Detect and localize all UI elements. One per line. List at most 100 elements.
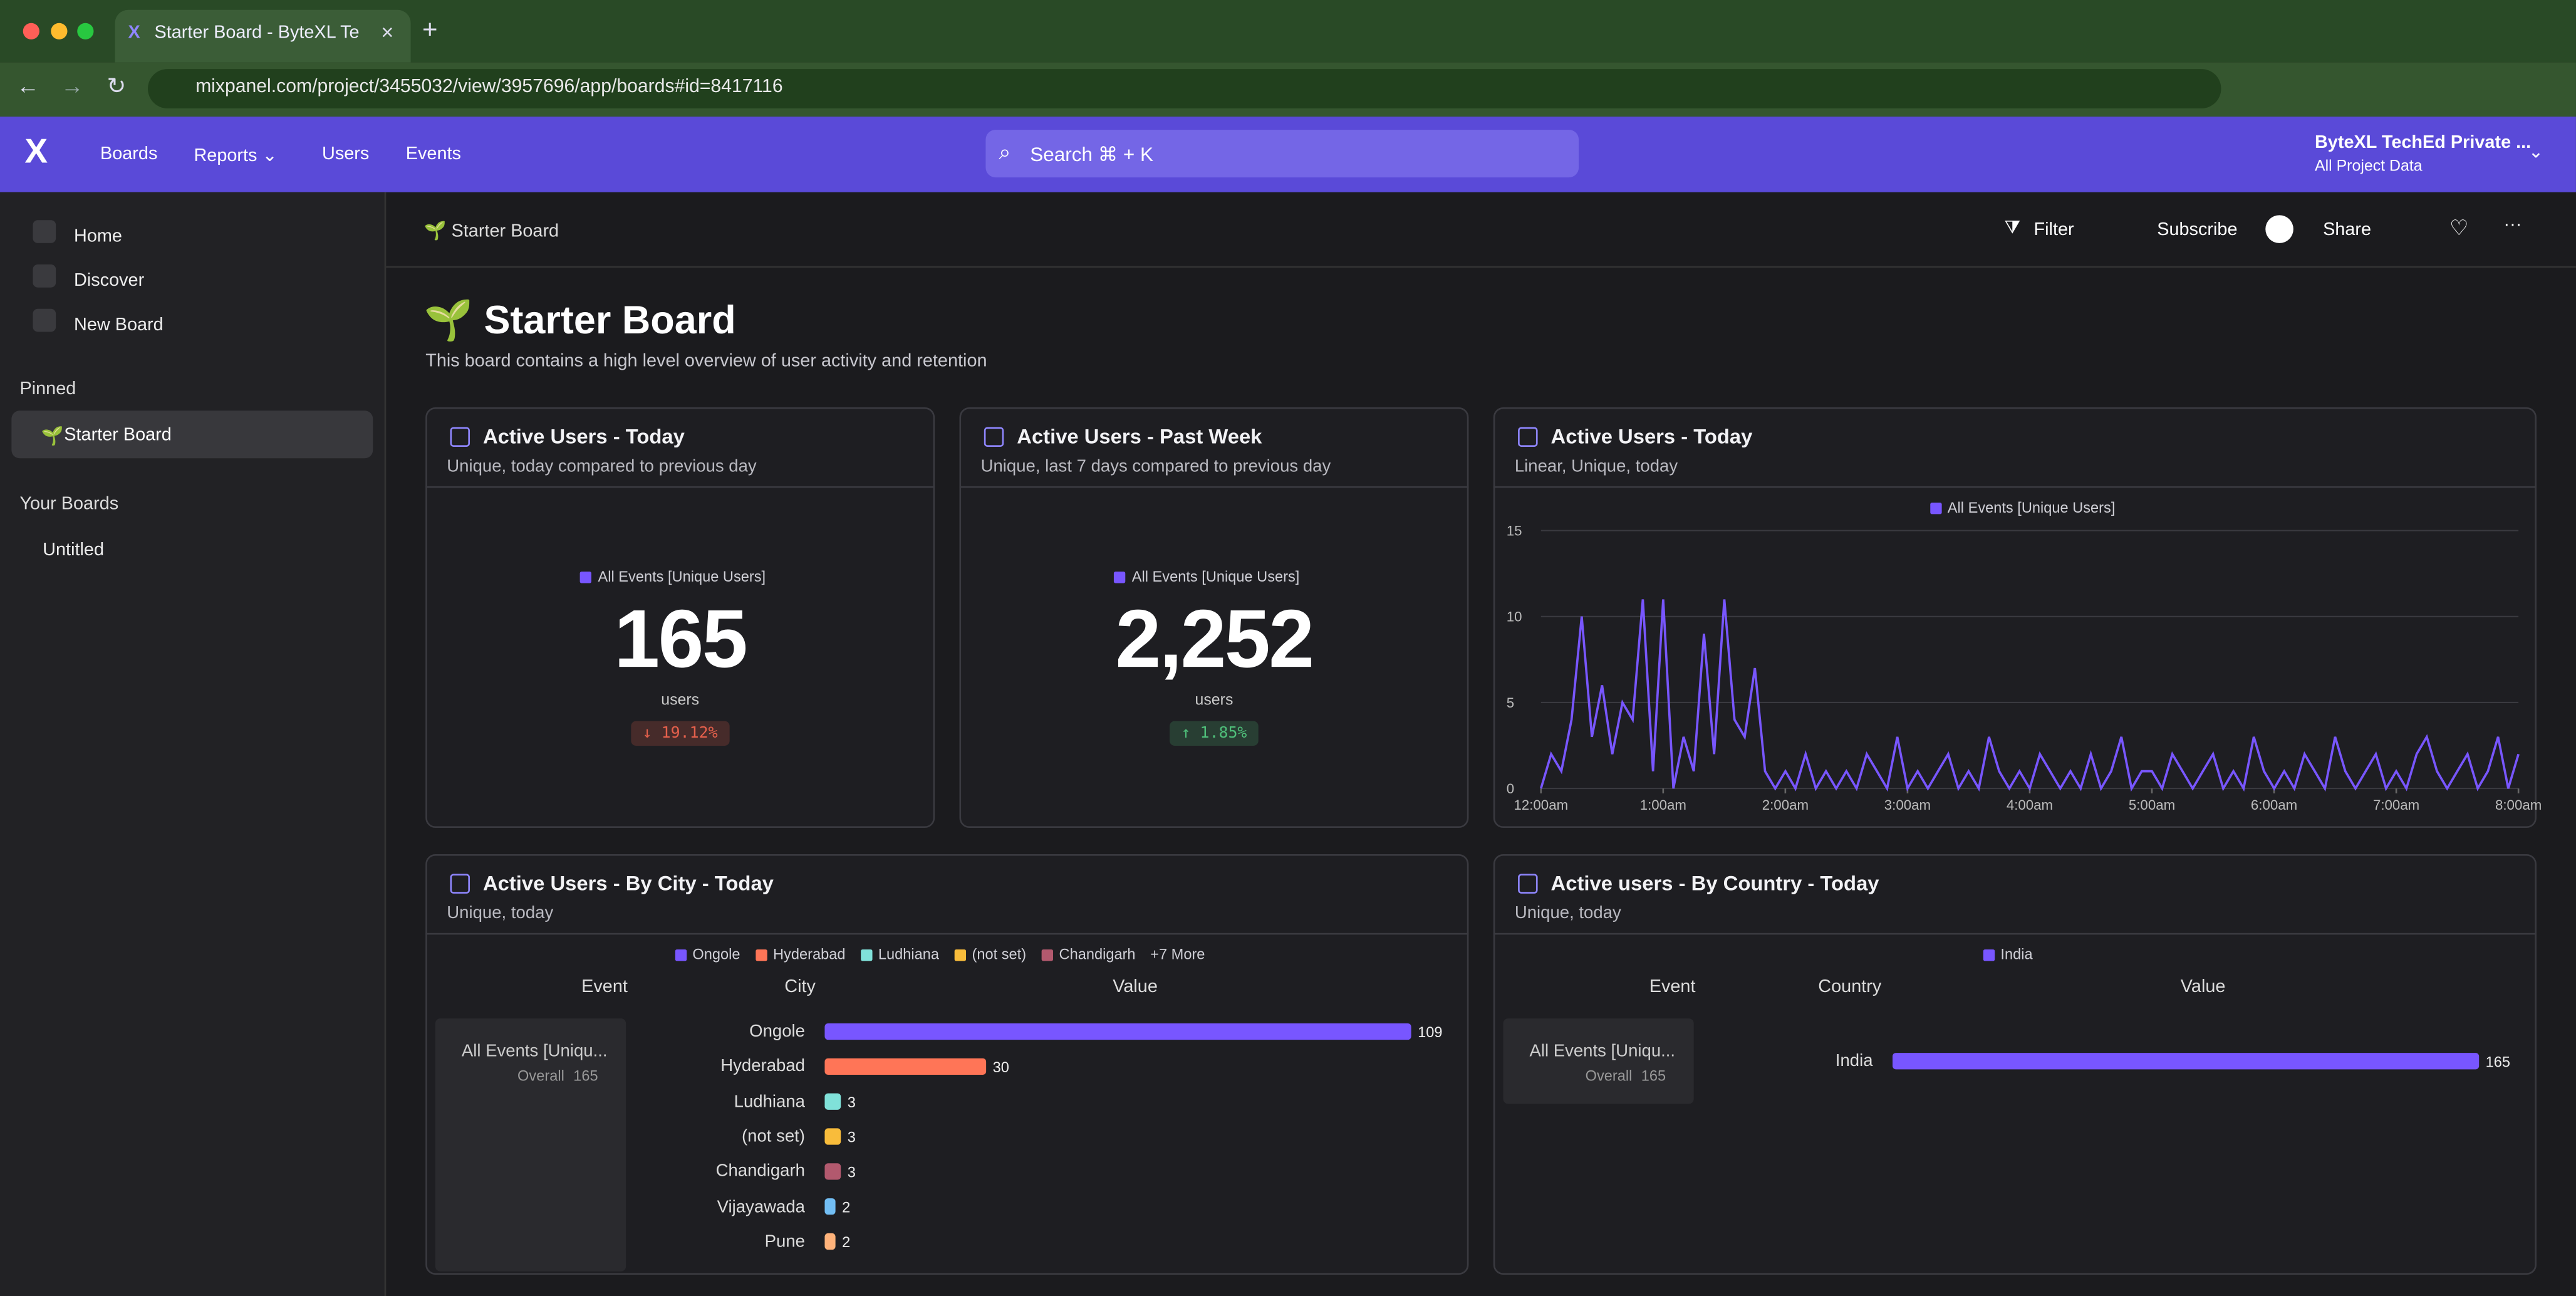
x-tick-label: 3:00am — [1884, 797, 1931, 813]
legend-label: All Events [Unique Users] — [1948, 499, 2116, 516]
card-subtitle: Linear, Unique, today — [1515, 457, 1678, 476]
card-subtitle: Unique, last 7 days compared to previous… — [981, 457, 1331, 476]
x-tick-label: 12:00am — [1514, 797, 1568, 813]
legend: All Events [Unique Users] — [1114, 568, 1314, 585]
legend: All Events [Unique Users] — [580, 568, 781, 585]
category-label: Hyderabad — [720, 1057, 805, 1076]
x-tick-label: 8:00am — [2495, 797, 2542, 813]
bar — [824, 1198, 835, 1215]
legend-item[interactable]: Hyderabad — [755, 946, 845, 963]
bar — [824, 1023, 1411, 1040]
event-name: All Events [Uniqu... — [1529, 1042, 1675, 1061]
column-header: Value — [1113, 978, 1158, 997]
card-title: Active users - By Country - Today — [1551, 872, 1879, 896]
value-label: 30 — [993, 1059, 1009, 1075]
metric-change: ↑ 1.85% — [1170, 721, 1259, 746]
divider — [425, 486, 935, 488]
column-header: Event — [581, 978, 628, 997]
value-label: 109 — [1418, 1024, 1442, 1040]
value-label: 2 — [842, 1199, 850, 1215]
legend-item[interactable]: Chandigarh — [1041, 946, 1136, 963]
event-name: All Events [Uniqu... — [462, 1042, 608, 1061]
legend: All Events [Unique Users] — [1929, 499, 2130, 516]
overall-label: Overall — [1586, 1068, 1633, 1084]
card-title: Active Users - Today — [1551, 426, 1753, 449]
bar — [824, 1233, 835, 1250]
legend-label: Hyderabad — [773, 946, 845, 963]
column-header: Event — [1649, 978, 1696, 997]
overall-value: 165 — [573, 1068, 598, 1084]
legend-label: Ludhiana — [878, 946, 939, 963]
legend: Ongole Hyderabad Ludhiana (not set) Chandiga… — [675, 946, 1220, 963]
x-tick-label: 5:00am — [2129, 797, 2175, 813]
category-label: Ludhiana — [734, 1092, 805, 1111]
legend-label: India — [2000, 946, 2032, 963]
x-tick-label: 7:00am — [2373, 797, 2419, 813]
y-tick-label: 5 — [1507, 695, 1514, 711]
divider — [425, 933, 1468, 935]
metric-change: ↓ 19.12% — [631, 721, 729, 746]
value-label: 2 — [842, 1234, 850, 1250]
card-icon — [1518, 874, 1537, 893]
y-tick-label: 10 — [1507, 609, 1522, 625]
category-label: India — [1836, 1052, 1873, 1071]
y-tick-label: 0 — [1507, 781, 1514, 797]
legend-label: Ongole — [692, 946, 740, 963]
x-tick-label: 4:00am — [2007, 797, 2053, 813]
value-label: 165 — [2486, 1053, 2510, 1070]
bar — [824, 1128, 841, 1144]
category-label: Ongole — [749, 1022, 805, 1041]
legend-item[interactable]: (not set) — [954, 946, 1026, 963]
divider — [1493, 933, 2537, 935]
column-header: Country — [1818, 978, 1881, 997]
card-title: Active Users - By City - Today — [483, 872, 774, 896]
x-tick-label: 2:00am — [1762, 797, 1809, 813]
column-header: City — [784, 978, 816, 997]
category-label: Vijayawada — [717, 1196, 805, 1216]
legend-item[interactable]: All Events [Unique Users] — [580, 568, 766, 585]
metric-unit: users — [661, 691, 699, 709]
legend-label: All Events [Unique Users] — [1132, 568, 1300, 585]
x-tick-label: 1:00am — [1640, 797, 1686, 813]
x-tick-label: 6:00am — [2251, 797, 2297, 813]
bar — [824, 1094, 841, 1110]
card-subtitle: Unique, today compared to previous day — [447, 457, 756, 476]
legend-item[interactable]: Ludhiana — [860, 946, 939, 963]
card-icon — [450, 427, 470, 446]
legend-item[interactable]: All Events [Unique Users] — [1114, 568, 1299, 585]
card-icon — [450, 874, 470, 893]
y-tick-label: 15 — [1507, 523, 1522, 538]
bar — [824, 1058, 986, 1075]
card-subtitle: Unique, today — [1515, 904, 1621, 923]
value-label: 3 — [848, 1129, 856, 1146]
legend-label: All Events [Unique Users] — [598, 568, 766, 585]
card-subtitle: Unique, today — [447, 904, 553, 923]
legend-item[interactable]: +7 More — [1150, 946, 1205, 963]
divider — [959, 486, 1468, 488]
card-title: Active Users - Today — [483, 426, 685, 449]
overall-label: Overall — [517, 1068, 564, 1084]
value-label: 3 — [848, 1094, 856, 1110]
legend-item[interactable]: Ongole — [675, 946, 740, 963]
metric-unit: users — [1195, 691, 1233, 709]
legend-label: Chandigarh — [1059, 946, 1136, 963]
metric-value: 2,252 — [1115, 592, 1312, 687]
line-series — [1541, 599, 2518, 788]
card-icon — [984, 427, 1004, 446]
metric-value: 165 — [614, 592, 746, 687]
card-title: Active Users - Past Week — [1017, 426, 1262, 449]
value-label: 3 — [848, 1164, 856, 1181]
legend-label: +7 More — [1150, 946, 1205, 963]
legend-item[interactable]: India — [1983, 946, 2033, 963]
legend-item[interactable]: All Events [Unique Users] — [1929, 499, 2115, 516]
bar — [1893, 1053, 2479, 1069]
column-header: Value — [2181, 978, 2226, 997]
legend: India — [1983, 946, 2048, 963]
category-label: Pune — [765, 1231, 805, 1251]
bar — [824, 1163, 841, 1179]
overall-value: 165 — [1641, 1068, 1666, 1084]
card-icon — [1518, 427, 1537, 446]
